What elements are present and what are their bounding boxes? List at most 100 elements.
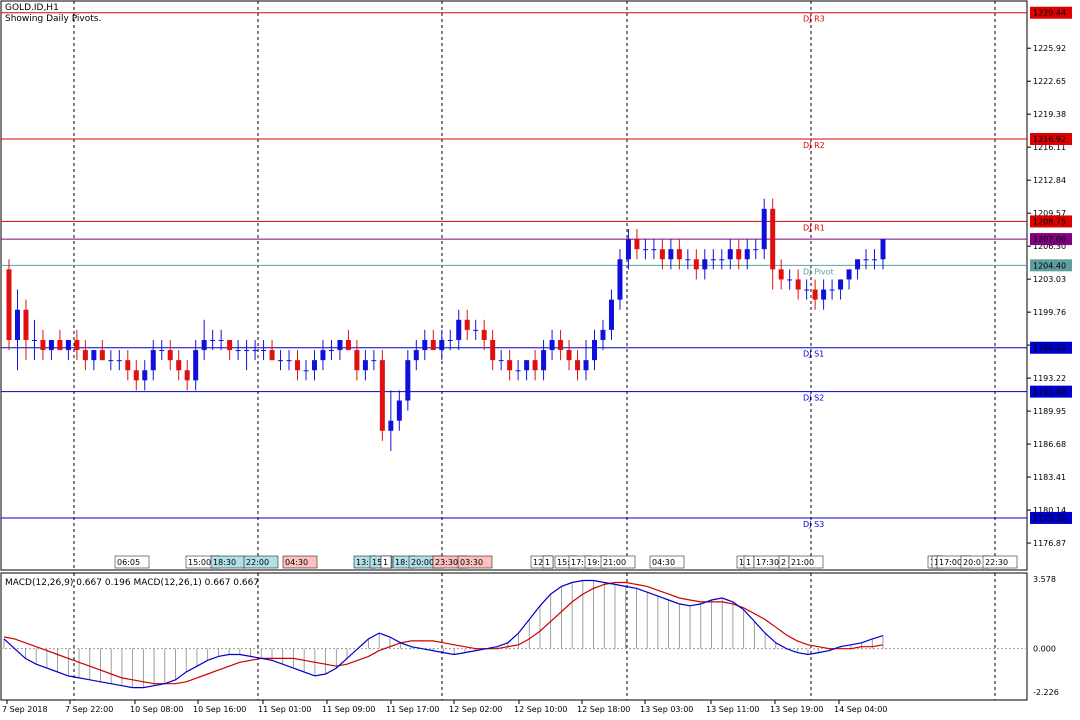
price-tag bbox=[1030, 259, 1072, 272]
candle-body bbox=[668, 249, 674, 260]
candle-body bbox=[829, 289, 835, 291]
candle-body bbox=[150, 350, 156, 371]
candle-body bbox=[261, 350, 267, 352]
y-tick-label: 1219.38 bbox=[1033, 110, 1066, 119]
candle-body bbox=[719, 259, 725, 261]
candle-body bbox=[498, 360, 504, 362]
session-time-label: 17:00 bbox=[939, 558, 962, 567]
candle-body bbox=[821, 289, 827, 300]
macd-y-tick-label: -2.226 bbox=[1033, 688, 1059, 697]
session-time-label: 18:30 bbox=[213, 558, 236, 567]
session-time-label: 20:00 bbox=[411, 558, 434, 567]
candle-body bbox=[303, 370, 309, 372]
candle-body bbox=[379, 360, 385, 431]
x-tick-label: 13 Sep 11:00 bbox=[706, 705, 759, 714]
pivot-level-label: DJ S3 bbox=[803, 520, 824, 529]
session-time-label: 22:30 bbox=[985, 558, 1008, 567]
session-time-label: 1 bbox=[739, 558, 744, 567]
candle-body bbox=[846, 269, 852, 280]
x-tick-label: 11 Sep 01:00 bbox=[258, 705, 311, 714]
candle-body bbox=[227, 339, 233, 351]
candle-body bbox=[812, 289, 818, 300]
y-tick-label: 1183.41 bbox=[1033, 473, 1066, 482]
candle-body bbox=[676, 249, 682, 260]
candle-body bbox=[600, 329, 606, 340]
session-time-label: 1 bbox=[934, 558, 939, 567]
candle-body bbox=[532, 360, 538, 371]
candle-body bbox=[787, 279, 793, 281]
session-time-label: 2 bbox=[781, 558, 786, 567]
session-time-box bbox=[600, 555, 636, 569]
price-tag bbox=[1030, 215, 1072, 228]
pivot-level-label: DJ S2 bbox=[803, 394, 824, 403]
session-time-label: 04:30 bbox=[285, 558, 308, 567]
session-time-box bbox=[243, 555, 279, 569]
session-time-label: 1 bbox=[746, 558, 751, 567]
candle-body bbox=[447, 339, 453, 341]
candle-body bbox=[210, 339, 216, 341]
session-time-box bbox=[649, 555, 685, 569]
candle-body bbox=[753, 249, 759, 251]
price-tag bbox=[1030, 133, 1072, 146]
x-tick-label: 7 Sep 2018 bbox=[2, 705, 48, 714]
candle-body bbox=[328, 350, 334, 352]
x-tick-label: 12 Sep 18:00 bbox=[577, 705, 630, 714]
candle-body bbox=[558, 339, 564, 351]
candle-body bbox=[855, 259, 861, 270]
y-tick-label: 1203.03 bbox=[1033, 275, 1066, 284]
candle-body bbox=[422, 339, 428, 351]
candle-body bbox=[201, 339, 207, 351]
candle-body bbox=[727, 249, 733, 260]
main-chart-frame bbox=[0, 0, 1028, 571]
price-tag-label: 1196.23 bbox=[1033, 344, 1066, 353]
session-time-label: 22:00 bbox=[246, 558, 269, 567]
price-tag-label: 1216.92 bbox=[1033, 135, 1066, 144]
candle-body bbox=[464, 319, 470, 330]
price-tag-label: 1208.75 bbox=[1033, 217, 1066, 226]
session-time-box bbox=[282, 555, 318, 569]
price-tag bbox=[1030, 6, 1072, 19]
y-tick-label: 1206.30 bbox=[1033, 242, 1066, 251]
session-time-box bbox=[457, 555, 493, 569]
session-time-label: 15: bbox=[557, 558, 570, 567]
candle-body bbox=[396, 400, 402, 421]
x-tick-label: 14 Sep 04:00 bbox=[834, 705, 887, 714]
candle-body bbox=[430, 339, 436, 351]
pivot-level-label: DJ R1 bbox=[803, 223, 825, 232]
candle-body bbox=[736, 249, 742, 260]
session-time-box bbox=[542, 555, 554, 569]
price-tag-label: 1207.00 bbox=[1033, 235, 1066, 244]
price-tag-label: 1179.36 bbox=[1033, 514, 1066, 523]
candle-body bbox=[863, 259, 869, 261]
session-time-label: 15: bbox=[372, 558, 385, 567]
candle-body bbox=[14, 309, 20, 340]
candle-body bbox=[362, 360, 368, 371]
candle-body bbox=[48, 339, 54, 351]
session-time-box bbox=[788, 555, 824, 569]
session-time-label: 1 bbox=[383, 558, 388, 567]
candle-body bbox=[278, 360, 284, 362]
x-tick-label: 13 Sep 03:00 bbox=[640, 705, 693, 714]
candle-body bbox=[795, 279, 801, 290]
candle-body bbox=[651, 249, 657, 251]
candle-body bbox=[872, 259, 878, 261]
candle-body bbox=[23, 309, 29, 340]
x-tick-label: 11 Sep 17:00 bbox=[386, 705, 439, 714]
candle-body bbox=[710, 259, 716, 261]
candle-body bbox=[244, 350, 250, 352]
y-tick-label: 1199.76 bbox=[1033, 308, 1066, 317]
x-tick-label: 7 Sep 22:00 bbox=[65, 705, 113, 714]
candle-body bbox=[880, 239, 886, 260]
x-tick-label: 10 Sep 08:00 bbox=[130, 705, 183, 714]
pivot-level-label: DJ R3 bbox=[803, 15, 825, 24]
price-tag-label: 1204.40 bbox=[1033, 261, 1066, 270]
price-tag-label: 1191.88 bbox=[1033, 388, 1066, 397]
candle-body bbox=[99, 350, 105, 361]
y-tick-label: 1186.68 bbox=[1033, 440, 1066, 449]
candle-body bbox=[549, 339, 555, 351]
candle-body bbox=[345, 339, 351, 351]
candle-body bbox=[125, 360, 131, 371]
y-tick-label: 1180.14 bbox=[1033, 506, 1066, 515]
candle-body bbox=[702, 259, 708, 270]
